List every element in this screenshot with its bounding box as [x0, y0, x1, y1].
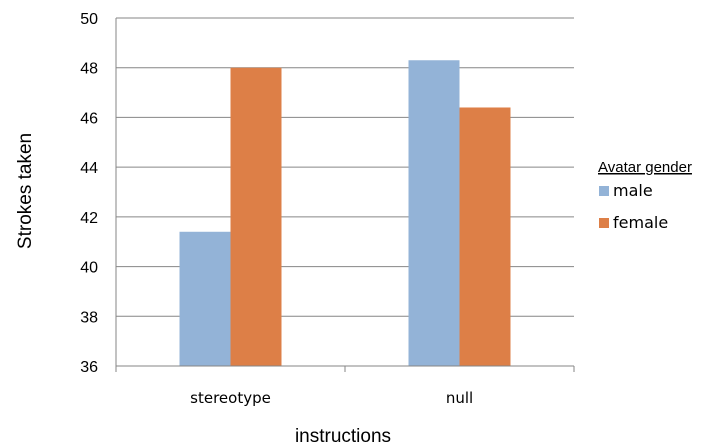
x-category-label: stereotype: [190, 389, 271, 407]
y-axis-title: Strokes taken: [15, 133, 36, 249]
y-tick-label: 38: [80, 309, 98, 326]
axes: [115, 18, 575, 372]
legend-label-male: male: [613, 181, 653, 200]
y-tick-label: 46: [80, 110, 98, 127]
legend-swatch-female: [599, 218, 609, 228]
x-category-labels: stereotype null: [190, 389, 473, 407]
y-tick-label: 44: [80, 160, 98, 177]
y-tick-label: 48: [80, 61, 98, 78]
legend-label-female: female: [613, 213, 668, 232]
x-category-label: null: [446, 389, 473, 407]
legend-title: Avatar gender: [598, 159, 692, 176]
y-tick-labels: 36 38 40 42 44 46 48 50: [80, 11, 98, 376]
legend-swatch-male: [599, 186, 609, 196]
bar-female-null: [459, 107, 511, 366]
legend: Avatar gender male female: [598, 159, 692, 232]
bar-male-stereotype: [179, 231, 231, 366]
bars: [179, 60, 511, 366]
y-tick-label: 40: [80, 260, 98, 277]
y-tick-label: 42: [80, 210, 98, 227]
bar-male-null: [408, 60, 460, 366]
y-tick-label: 36: [80, 359, 98, 376]
x-axis-title: instructions: [295, 426, 391, 447]
legend-items: male female: [599, 181, 668, 232]
y-tick-label: 50: [80, 11, 98, 28]
bar-female-stereotype: [230, 67, 282, 366]
